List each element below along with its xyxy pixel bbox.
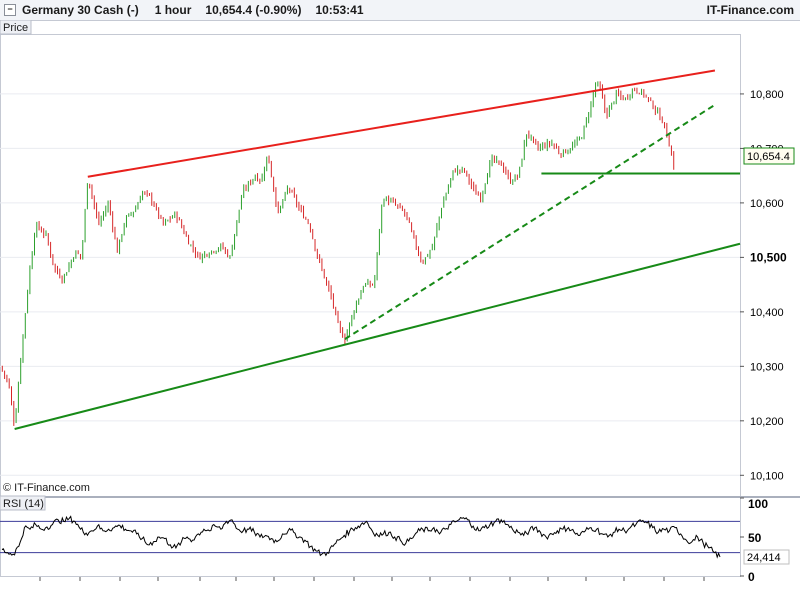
price-y-axis: 10,10010,20010,30010,40010,50010,60010,7… — [740, 89, 787, 482]
timeframe-label[interactable]: 1 hour — [154, 3, 192, 17]
price-tick-label: 10,500 — [750, 250, 787, 264]
chart-header: − Germany 30 Cash (-) 1 hour 10,654.4 (-… — [0, 0, 800, 21]
trendline-group — [14, 69, 741, 430]
price-tick-label: 10,600 — [750, 198, 784, 210]
time-x-axis: Oct040506070911121314161819202123242526 — [39, 577, 705, 581]
rsi-value-label: 24,414 — [747, 552, 781, 564]
rsi-tag-box — [0, 495, 46, 511]
price-tag-box — [0, 20, 32, 35]
collapse-icon[interactable]: − — [4, 4, 16, 16]
price-tick-label: 10,800 — [750, 89, 784, 101]
current-price-box — [743, 147, 795, 165]
rsi-tick-label: 50 — [748, 531, 762, 545]
rsi-tick-label: 100 — [748, 497, 768, 511]
rsi-series-group: 0 50 100 — [0, 497, 768, 584]
price-tick-label: 10,300 — [750, 361, 784, 373]
copyright-text: © IT-Finance.com — [3, 482, 90, 494]
rsi-tick-label: 0 — [748, 570, 755, 584]
price-grid — [0, 93, 740, 476]
resistance-trendline — [87, 69, 716, 178]
last-price: 10,654.4 (-0.90%) — [205, 3, 302, 17]
support-trendline — [14, 242, 741, 430]
rsi-plot-frame — [0, 496, 741, 577]
instrument-name: Germany 30 Cash (-) — [22, 3, 139, 17]
price-tick-label: 10,400 — [750, 307, 784, 319]
support-trendline — [344, 103, 716, 340]
rsi-tag: RSI (14) — [3, 498, 44, 510]
price-tick-label: 10,100 — [750, 470, 784, 482]
rsi-line — [1, 515, 721, 559]
brand-label: IT-Finance.com — [706, 3, 794, 17]
price-tick-label: 10,200 — [750, 416, 784, 428]
current-price-label: 10,654.4 — [747, 151, 790, 163]
clock-time: 10:53:41 — [315, 3, 364, 17]
rsi-value-box — [743, 549, 790, 565]
chart-canvas: 10,10010,20010,30010,40010,50010,60010,7… — [0, 20, 800, 584]
price-tag: Price — [3, 22, 28, 34]
price-plot-frame — [0, 34, 741, 497]
candle-series — [1, 81, 675, 426]
